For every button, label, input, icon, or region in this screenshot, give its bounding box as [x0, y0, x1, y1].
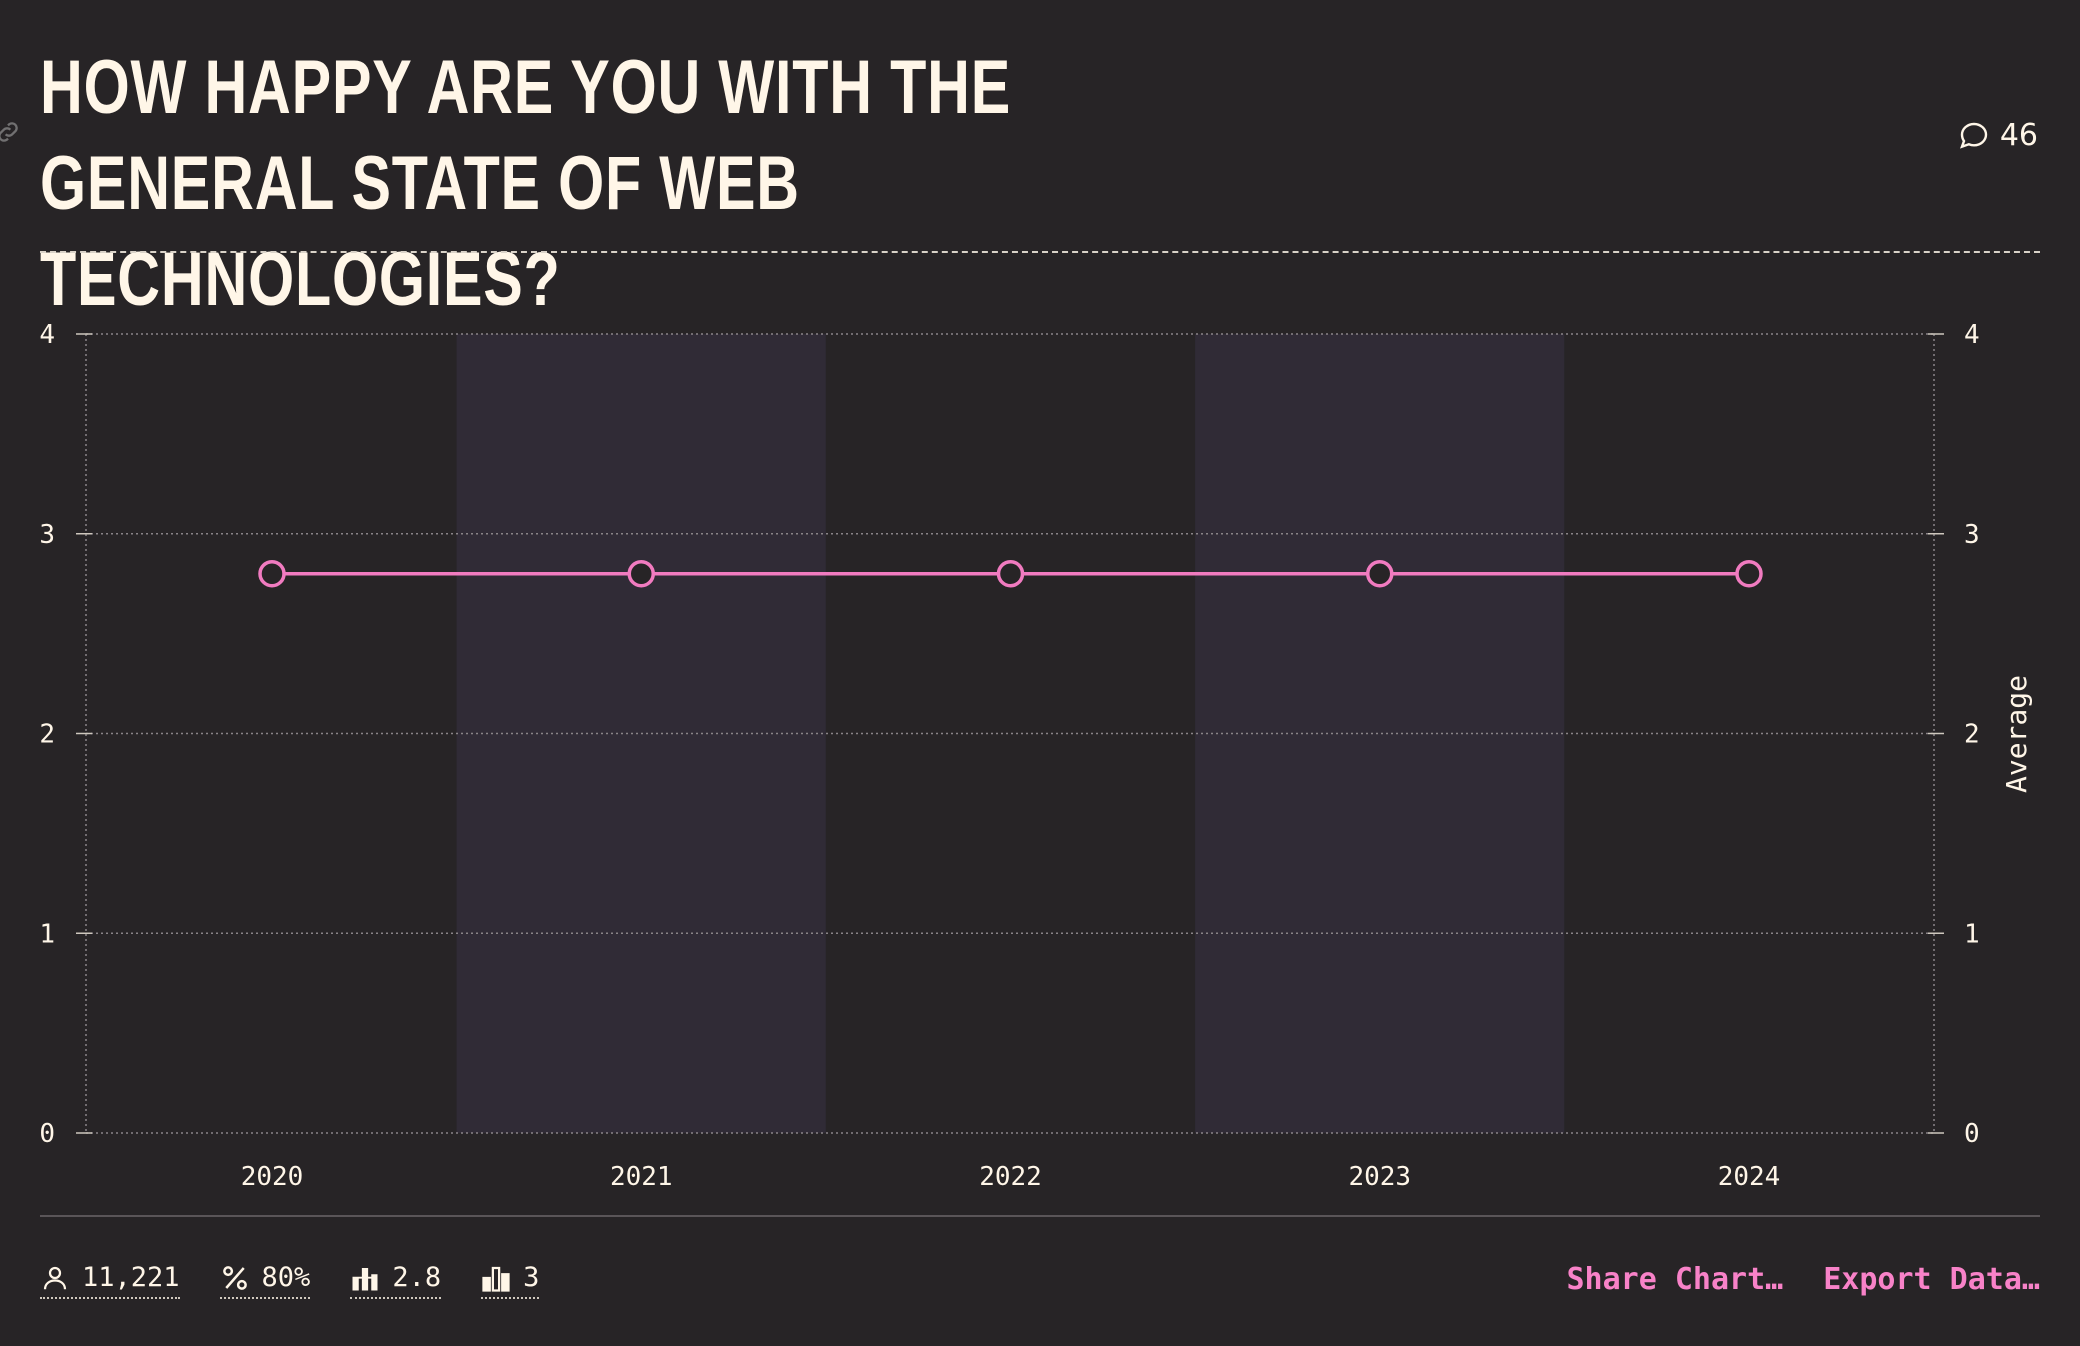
share-chart-button[interactable]: Share Chart…	[1566, 1262, 1784, 1297]
year-band-2024	[1564, 334, 1934, 1133]
data-point-2023	[1366, 559, 1394, 588]
average-icon	[352, 1267, 378, 1290]
median-stat[interactable]: 3	[481, 1262, 540, 1299]
gridlines	[85, 333, 1935, 1134]
median-icon	[482, 1266, 510, 1292]
axis-labels: 0 0 1 1 2 2 3 3 4 4 2020 2021 2022 2023 2024 Average	[39, 320, 2033, 1192]
respondents-icon	[43, 1266, 67, 1289]
y2-axis-label: Average	[2000, 675, 2033, 793]
comments-button[interactable]: 46	[1958, 118, 2038, 153]
y-tick-label-right-2: 2	[1964, 720, 1980, 750]
data-point-2022	[996, 559, 1025, 588]
y-tick-label-left-4: 4	[39, 320, 55, 350]
link-icon[interactable]	[0, 118, 22, 146]
y-tick-label-left-2: 2	[39, 720, 55, 750]
respondents-stat[interactable]: 11,221	[40, 1262, 180, 1299]
line-chart: 0 0 1 1 2 2 3 3 4 4 2020 2021 2022 2023 2024 Average	[39, 320, 2033, 1192]
x-tick-label-2022: 2022	[979, 1162, 1042, 1192]
series-average	[258, 559, 1763, 588]
average-value: 2.8	[392, 1262, 442, 1293]
percent-icon	[222, 1265, 247, 1290]
title-divider	[40, 251, 2040, 253]
footer-actions: Share Chart… Export Data…	[1567, 1262, 2041, 1297]
median-value: 3	[523, 1262, 540, 1293]
x-tick-label-2024: 2024	[1718, 1162, 1781, 1192]
data-point-2024	[1735, 559, 1763, 588]
percent-value: 80%	[261, 1262, 311, 1293]
respondents-value: 11,221	[82, 1262, 180, 1293]
data-point-2020	[258, 559, 286, 588]
x-tick-label-2023: 2023	[1348, 1162, 1411, 1192]
year-band-2023	[1195, 334, 1565, 1133]
comments-count: 46	[1999, 118, 2038, 153]
x-tick-label-2020: 2020	[241, 1162, 304, 1192]
comment-icon	[1959, 122, 1988, 149]
x-tick-label-2021: 2021	[610, 1162, 673, 1192]
y-tick-label-right-1: 1	[1964, 919, 1980, 949]
y-tick-label-right-3: 3	[1964, 520, 1980, 550]
footer-stats: 11,221 80% 2.8 3	[40, 1262, 540, 1299]
data-point-2021	[627, 559, 655, 588]
percent-stat[interactable]: 80%	[219, 1262, 311, 1299]
export-data-button[interactable]: Export Data…	[1823, 1262, 2040, 1297]
chart-title: How happy are you with the general state…	[40, 45, 1012, 322]
y-tick-label-right-0: 0	[1964, 1119, 1980, 1149]
footer-divider	[40, 1215, 2040, 1217]
y-tick-label-left-1: 1	[39, 919, 55, 949]
y-tick-label-left-3: 3	[39, 520, 55, 550]
y-tick-label-right-4: 4	[1964, 320, 1980, 350]
axes	[76, 333, 1944, 1134]
average-stat[interactable]: 2.8	[350, 1262, 442, 1299]
y-tick-label-left-0: 0	[39, 1119, 55, 1149]
